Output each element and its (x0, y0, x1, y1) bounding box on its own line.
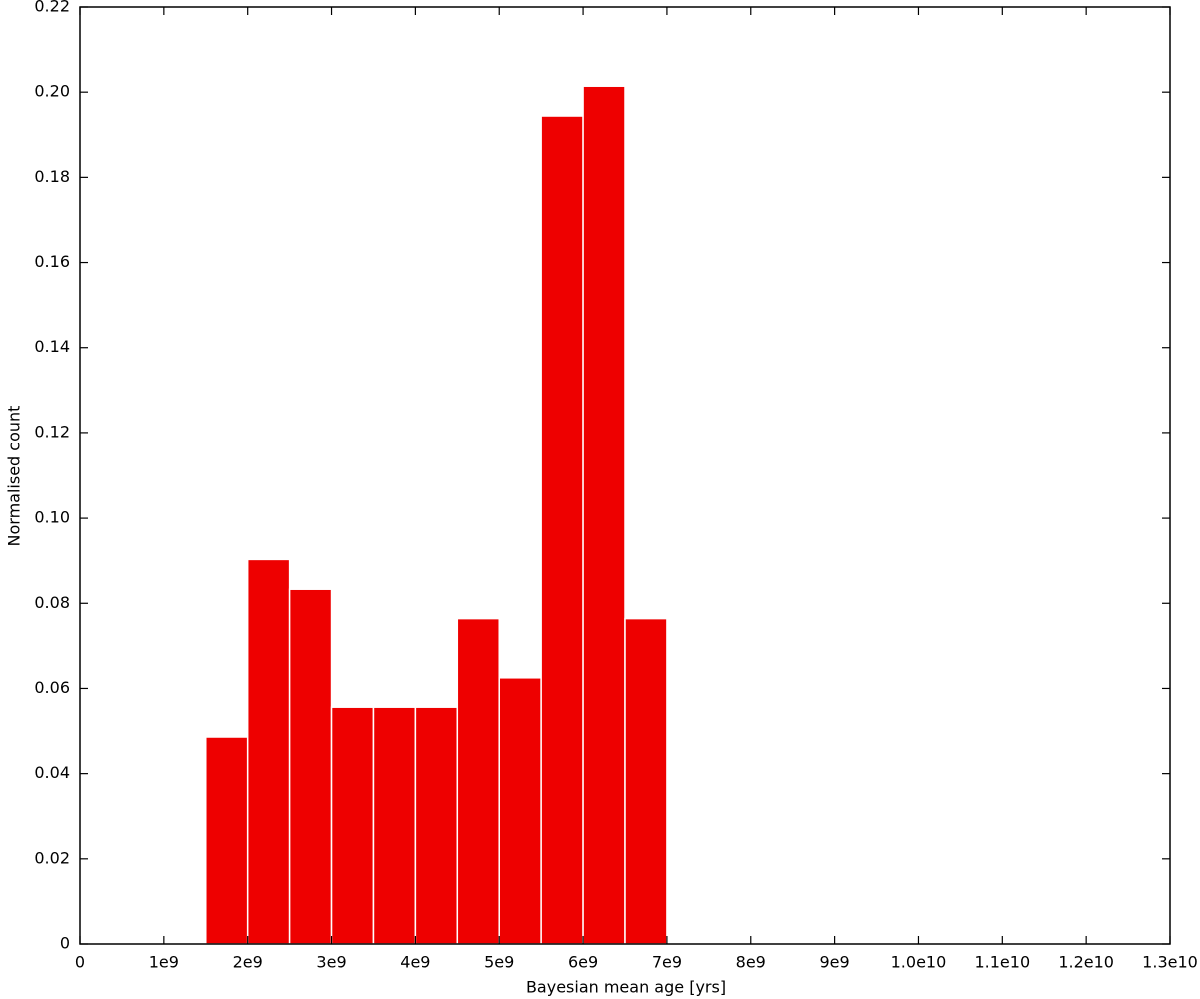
y-axis-label: Normalised count (5, 406, 24, 547)
x-tick-label: 7e9 (652, 953, 682, 972)
bar (456, 617, 500, 945)
bar (540, 115, 584, 945)
x-tick-label: 4e9 (400, 953, 430, 972)
y-tick-label: 0.12 (34, 422, 70, 441)
y-tick-label: 0.06 (34, 678, 70, 697)
y-tick-label: 0.04 (34, 763, 70, 782)
bar (582, 85, 626, 945)
y-tick-label: 0 (60, 934, 70, 953)
y-tick-label: 0.08 (34, 593, 70, 612)
bar (498, 677, 542, 945)
y-tick-label: 0.16 (34, 252, 70, 271)
x-tick-label: 1.3e10 (1142, 953, 1198, 972)
x-tick-label: 6e9 (568, 953, 598, 972)
bar (330, 706, 375, 945)
y-tick-label: 0.02 (34, 848, 70, 867)
x-tick-label: 2e9 (233, 953, 263, 972)
y-tick-label: 0.18 (34, 167, 70, 186)
x-tick-label: 5e9 (484, 953, 514, 972)
bar (288, 588, 333, 945)
x-tick-label: 1.2e10 (1058, 953, 1114, 972)
x-tick-label: 9e9 (820, 953, 850, 972)
bar (624, 617, 668, 945)
bar (414, 706, 459, 945)
x-tick-label: 3e9 (316, 953, 346, 972)
x-tick-label: 1.1e10 (974, 953, 1030, 972)
y-tick-label: 0.20 (34, 82, 70, 101)
bar (246, 558, 291, 945)
x-tick-label: 1.0e10 (891, 953, 947, 972)
y-tick-label: 0.14 (34, 337, 70, 356)
x-tick-label: 0 (75, 953, 85, 972)
bar (372, 706, 417, 945)
y-tick-label: 0.22 (34, 0, 70, 16)
x-tick-label: 8e9 (736, 953, 766, 972)
plot-frame (79, 6, 1171, 945)
bar (205, 736, 249, 945)
x-tick-label: 1e9 (149, 953, 179, 972)
x-axis-label: Bayesian mean age [yrs] (526, 978, 726, 997)
y-tick-label: 0.10 (34, 508, 70, 527)
